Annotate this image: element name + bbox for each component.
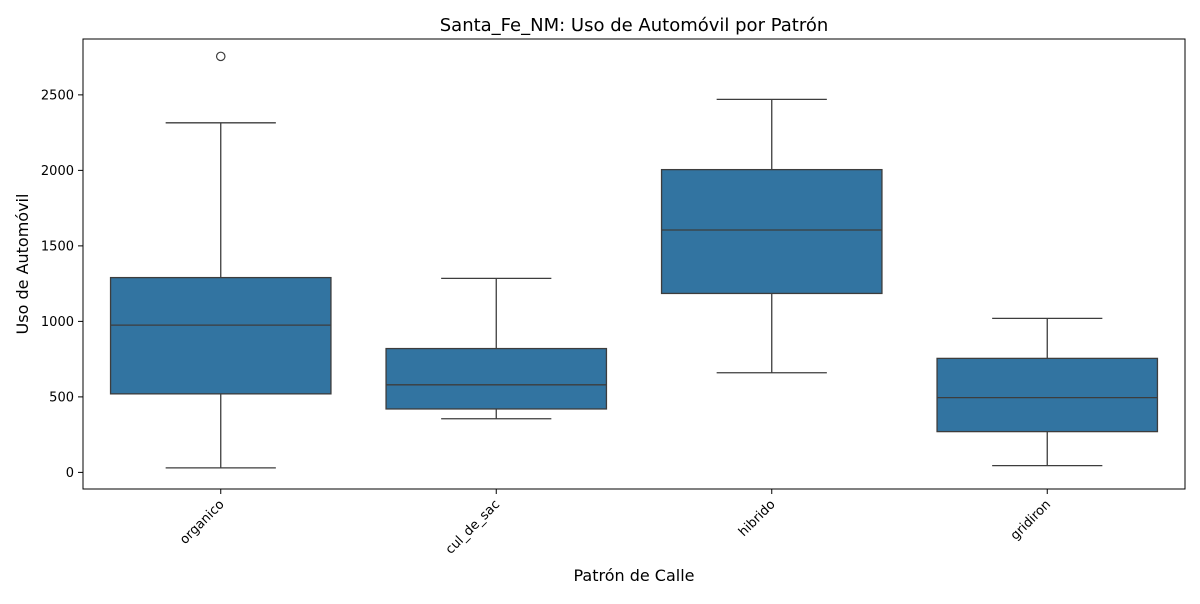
plot-frame (82, 38, 1186, 490)
outlier-point (215, 51, 226, 62)
y-tick-label: 1500 (41, 239, 74, 254)
x-tick-label: organico (177, 497, 227, 547)
box-gridiron (936, 317, 1159, 467)
box-cul_de_sac (385, 277, 608, 420)
x-tick-label: cul_de_sac (443, 497, 503, 557)
y-tick-label: 0 (66, 466, 74, 481)
y-axis-label: Uso de Automóvil (13, 194, 32, 335)
x-axis-label: Patrón de Calle (573, 566, 694, 585)
x-tick-label: gridiron (1008, 497, 1054, 543)
chart-title: Santa_Fe_NM: Uso de Automóvil por Patrón (440, 15, 829, 36)
y-tick-label: 1000 (41, 315, 74, 330)
y-tick-label: 2000 (41, 164, 74, 179)
box-series (109, 51, 1159, 469)
box-organico (109, 51, 332, 469)
iqr-box (936, 357, 1159, 433)
iqr-box (660, 168, 883, 295)
iqr-box (109, 276, 332, 395)
y-tick-label: 500 (49, 390, 74, 405)
y-tick-label: 2500 (41, 88, 74, 103)
iqr-box (385, 347, 608, 410)
box-hibrido (660, 98, 883, 374)
x-tick-label: hibrido (736, 497, 779, 540)
